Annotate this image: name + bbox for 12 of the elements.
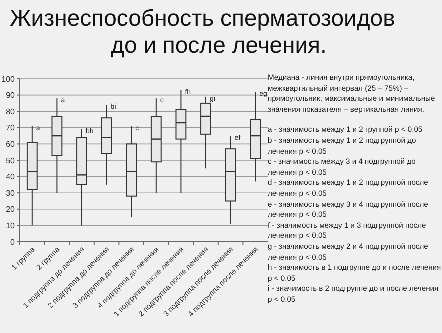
y-tick-label: 0 <box>10 238 16 247</box>
y-tick-label: 40 <box>6 172 16 182</box>
y-tick-label: 60 <box>6 140 16 149</box>
y-tick-label: 100 <box>2 74 16 84</box>
y-tick-label: 20 <box>6 205 16 214</box>
chart-title: Жизнеспособность сперматозоидов до и после лечения. <box>10 5 396 58</box>
y-tick-label: 90 <box>6 91 16 100</box>
y-tick-label: 70 <box>6 124 16 133</box>
y-tick-label: 50 <box>6 156 16 166</box>
y-tick-label: 10 <box>6 222 16 230</box>
y-tick-label: 80 <box>6 107 16 116</box>
y-tick-label: 30 <box>6 188 16 198</box>
